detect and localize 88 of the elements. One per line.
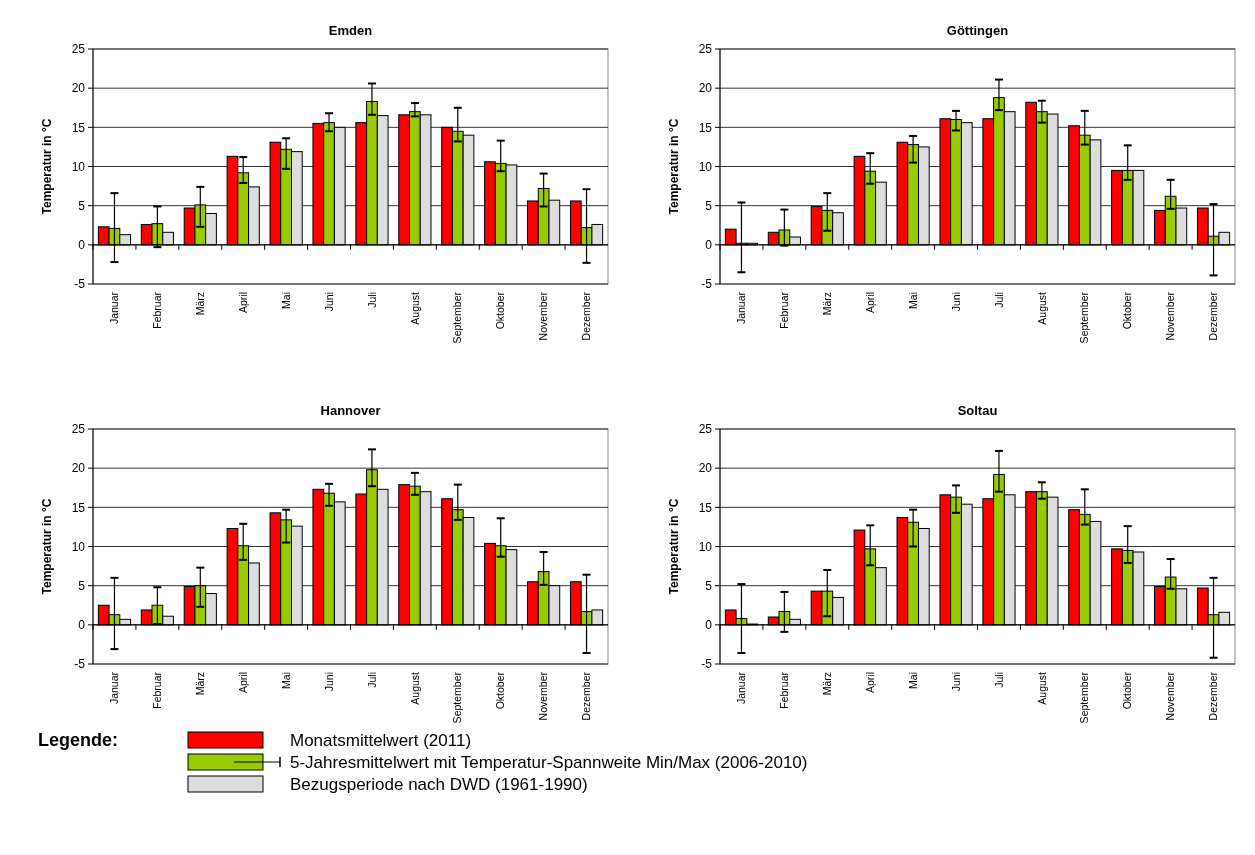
- x-tick-label: Mai: [279, 672, 292, 689]
- y-tick-label: -5: [74, 277, 86, 292]
- x-tick-label: Dezember: [1207, 671, 1220, 721]
- x-tick-label: August: [408, 291, 421, 325]
- x-tick-label: Juni: [322, 292, 335, 312]
- x-tick-label: Oktober: [1121, 291, 1134, 330]
- y-tick-label: 15: [698, 500, 713, 515]
- x-tick-label: März: [820, 292, 833, 316]
- x-tick-label: September: [1078, 291, 1091, 344]
- x-tick-label: Dezember: [1207, 291, 1220, 341]
- legend-label: Bezugsperiode nach DWD (1961-1990): [290, 774, 588, 794]
- x-tick-label: November: [537, 671, 550, 721]
- x-tick-label: Oktober: [494, 291, 507, 330]
- x-tick-label: Januar: [108, 291, 121, 325]
- x-tick-label: September: [451, 671, 464, 724]
- x-tick-label: März: [820, 672, 833, 696]
- x-tick-label: März: [193, 672, 206, 696]
- x-tick-label: Juni: [322, 672, 335, 692]
- x-tick-label: November: [1164, 291, 1177, 341]
- y-tick-label: 0: [705, 618, 713, 633]
- y-tick-label: 0: [78, 238, 86, 253]
- y-tick-label: 25: [71, 42, 86, 57]
- x-tick-label: Januar: [735, 291, 748, 325]
- y-tick-label: 20: [698, 81, 713, 96]
- x-tick-label: November: [537, 291, 550, 341]
- y-tick-label: -5: [701, 277, 713, 292]
- chart-title: Emden: [328, 23, 373, 38]
- x-tick-label: Juli: [365, 292, 378, 308]
- x-tick-label: April: [236, 292, 249, 314]
- x-tick-label: Juli: [992, 672, 1005, 688]
- y-tick-label: 0: [705, 238, 713, 253]
- x-tick-label: Oktober: [494, 671, 507, 710]
- x-tick-label: Oktober: [1121, 671, 1134, 710]
- x-tick-label: Februar: [778, 291, 791, 329]
- x-tick-label: März: [193, 292, 206, 316]
- y-tick-label: 25: [698, 422, 713, 437]
- x-tick-label: April: [863, 292, 876, 314]
- x-tick-label: August: [1035, 291, 1048, 325]
- y-axis-title: Temperatur in °C: [667, 498, 681, 595]
- x-tick-label: Januar: [108, 671, 121, 705]
- x-tick-label: Mai: [279, 292, 292, 309]
- legend-title: Legende:: [38, 730, 119, 751]
- x-tick-label: Mai: [906, 292, 919, 309]
- x-tick-label: Mai: [906, 672, 919, 689]
- legend-label: 5-Jahresmittelwert mit Temperatur-Spannweite Min/Max (2006-2010): [290, 752, 808, 772]
- x-tick-label: Juni: [949, 292, 962, 312]
- x-tick-label: Juli: [365, 672, 378, 688]
- x-tick-label: Februar: [778, 671, 791, 709]
- y-tick-label: 25: [698, 42, 713, 57]
- x-tick-label: August: [1035, 671, 1048, 705]
- y-axis-title: Temperatur in °C: [40, 118, 54, 215]
- x-tick-label: September: [1078, 671, 1091, 724]
- chart-title: Hannover: [320, 403, 381, 418]
- y-tick-label: 20: [698, 461, 713, 476]
- y-tick-label: 10: [698, 159, 713, 174]
- y-tick-label: 0: [78, 618, 86, 633]
- y-tick-label: 15: [698, 120, 713, 135]
- y-tick-label: 10: [698, 539, 713, 554]
- y-tick-label: -5: [74, 657, 86, 672]
- y-tick-label: 5: [78, 198, 86, 213]
- x-tick-label: Juli: [992, 292, 1005, 308]
- y-tick-label: 5: [705, 578, 713, 593]
- y-tick-label: 15: [71, 120, 86, 135]
- legend-label: Monatsmittelwert (2011): [290, 730, 472, 750]
- x-tick-label: Februar: [151, 671, 164, 709]
- chart-title: Göttingen: [946, 23, 1009, 38]
- y-tick-label: 10: [71, 159, 86, 174]
- x-tick-label: August: [408, 671, 421, 705]
- y-tick-label: 20: [71, 81, 86, 96]
- x-tick-label: Dezember: [580, 671, 593, 721]
- x-tick-label: September: [451, 291, 464, 344]
- y-axis-title: Temperatur in °C: [667, 118, 681, 215]
- x-tick-label: April: [236, 672, 249, 694]
- y-tick-label: 5: [705, 198, 713, 213]
- x-tick-label: Juni: [949, 672, 962, 692]
- x-tick-label: April: [863, 672, 876, 694]
- x-tick-label: Dezember: [580, 291, 593, 341]
- x-tick-label: Februar: [151, 291, 164, 329]
- y-tick-label: 5: [78, 578, 86, 593]
- y-tick-label: -5: [701, 657, 713, 672]
- chart-title: Soltau: [957, 403, 998, 418]
- y-tick-label: 20: [71, 461, 86, 476]
- x-tick-label: Januar: [735, 671, 748, 705]
- y-tick-label: 25: [71, 422, 86, 437]
- y-axis-title: Temperatur in °C: [40, 498, 54, 595]
- x-tick-label: November: [1164, 671, 1177, 721]
- y-tick-label: 10: [71, 539, 86, 554]
- y-tick-label: 15: [71, 500, 86, 515]
